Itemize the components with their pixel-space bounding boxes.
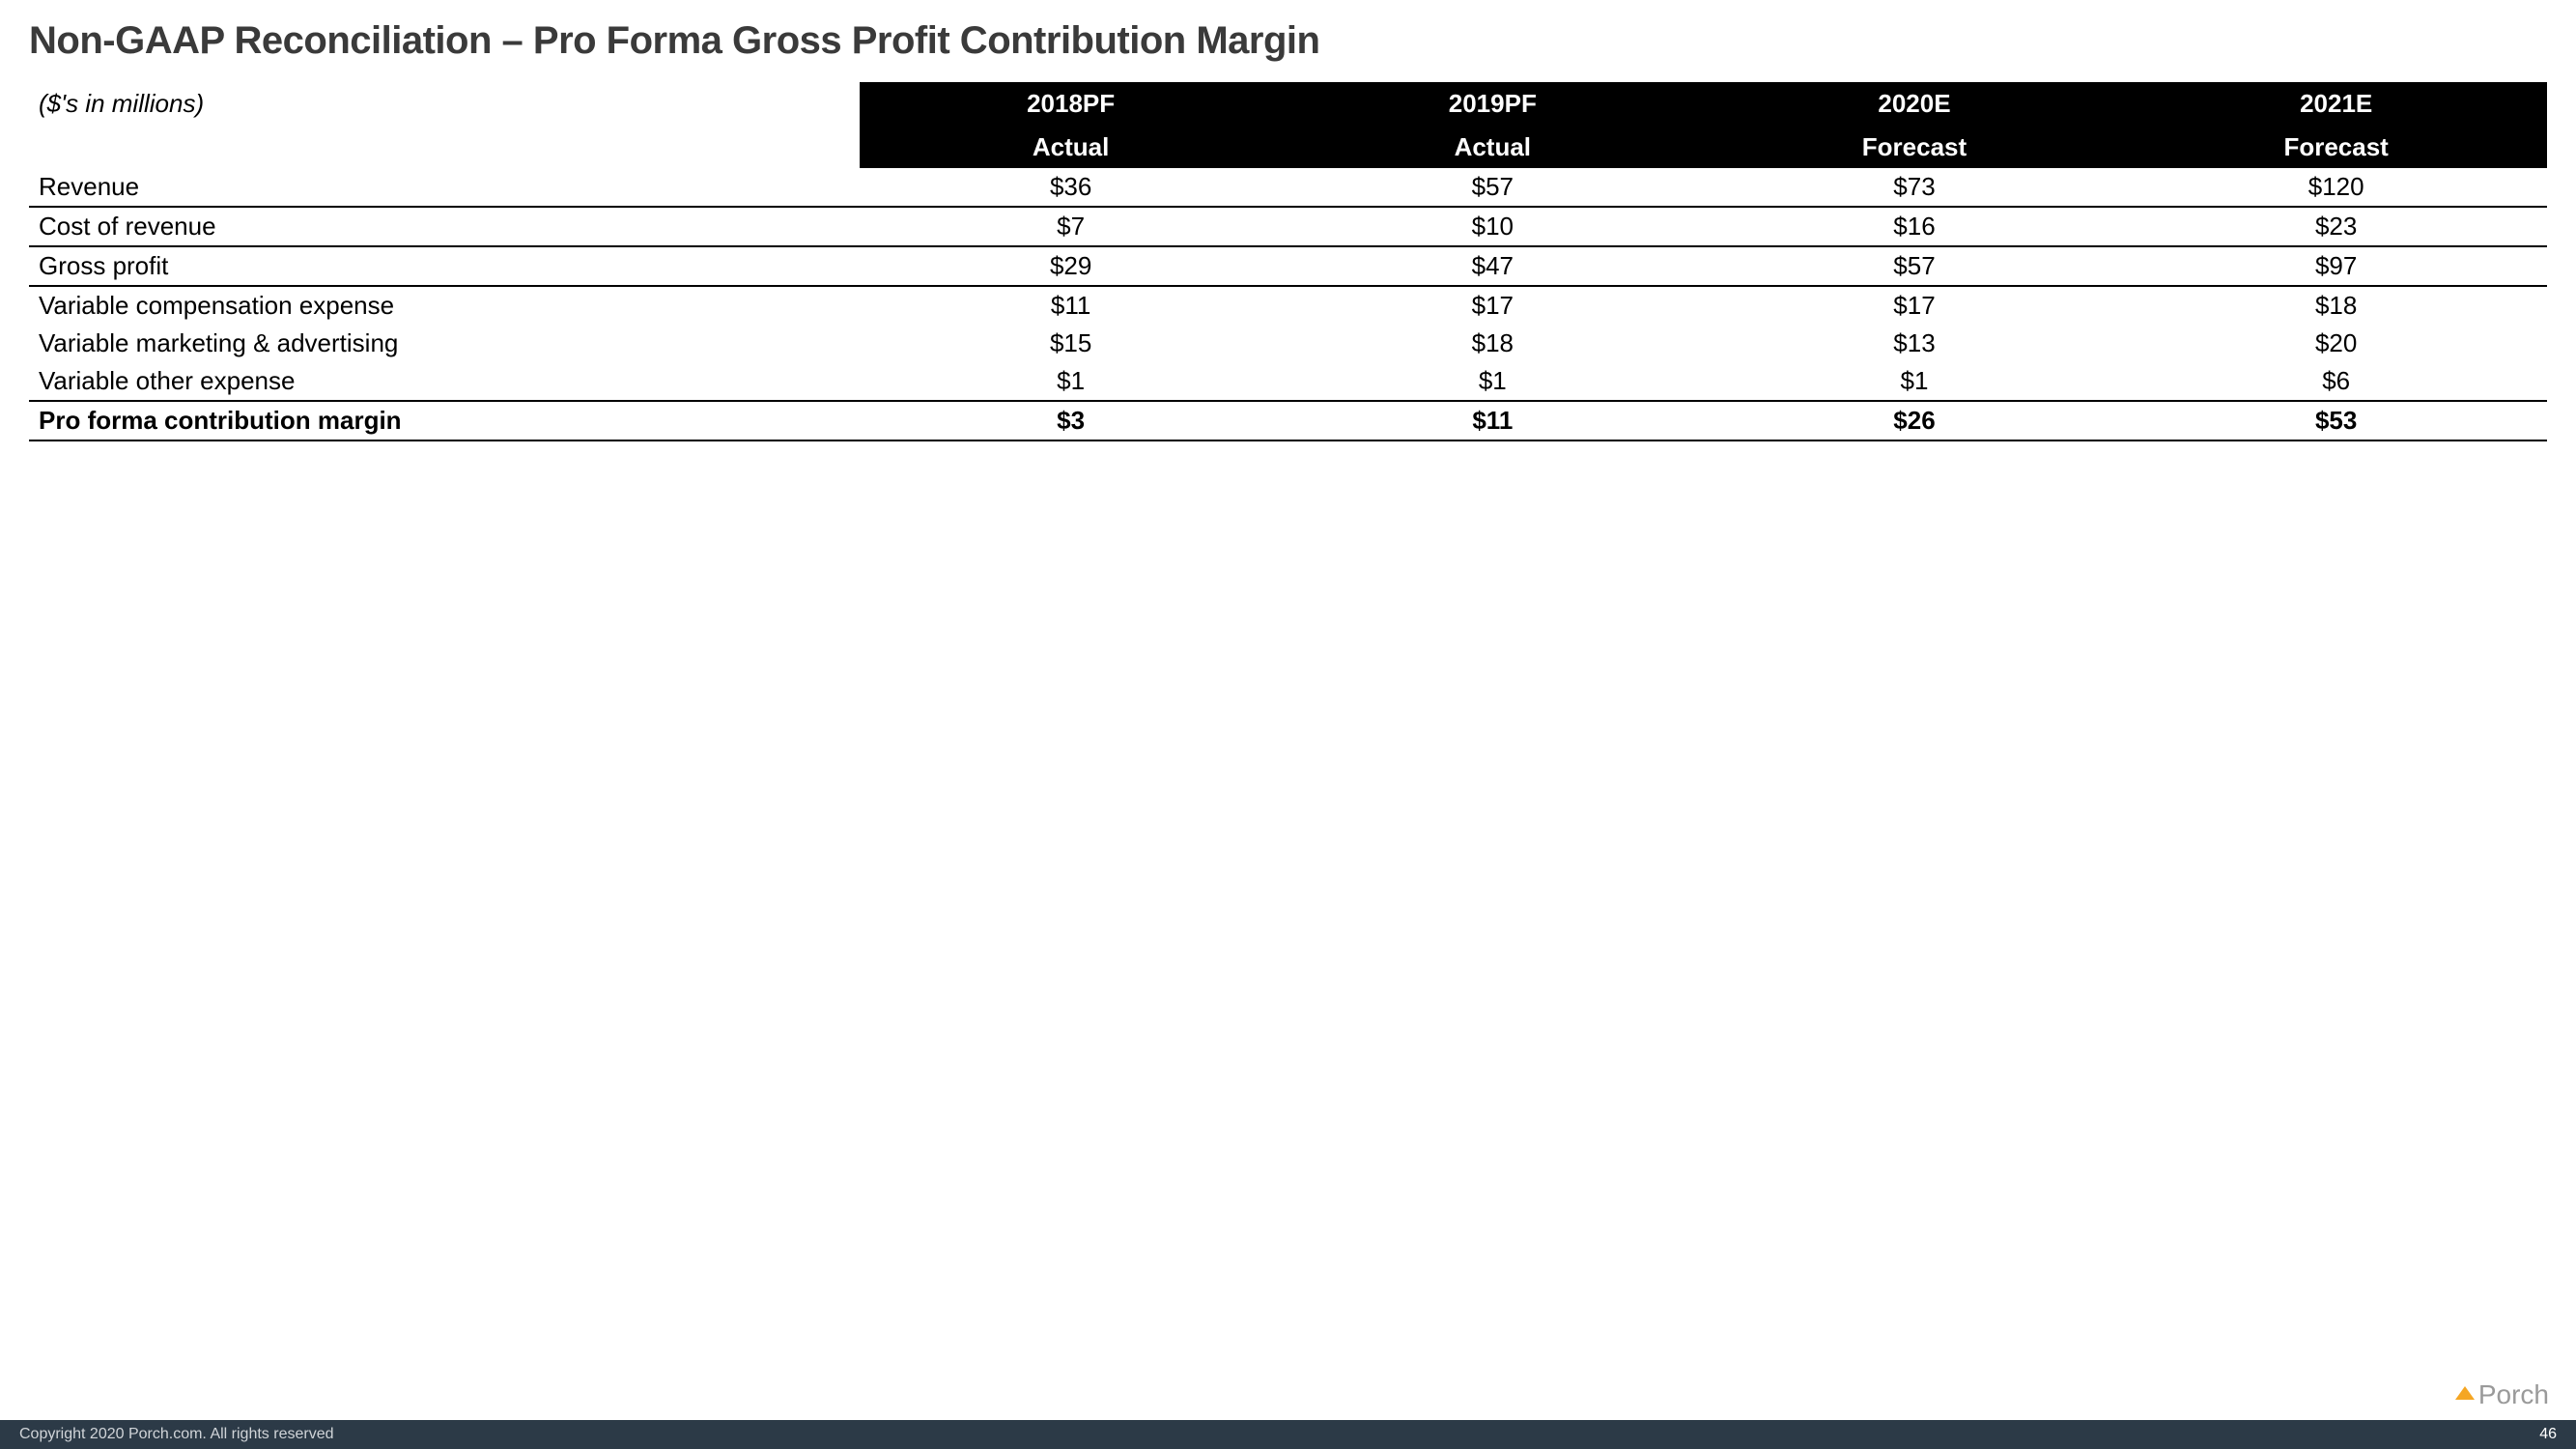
cell-value: $18 bbox=[2125, 286, 2547, 325]
col-header-year: 2020E bbox=[1704, 82, 2126, 126]
col-header-period: Actual bbox=[1282, 126, 1704, 169]
brand-logo: Porch bbox=[2455, 1379, 2549, 1410]
col-header-year: 2021E bbox=[2125, 82, 2547, 126]
cell-value: $53 bbox=[2125, 401, 2547, 440]
cell-value: $23 bbox=[2125, 207, 2547, 246]
row-label: Variable other expense bbox=[29, 362, 860, 401]
cell-value: $1 bbox=[1282, 362, 1704, 401]
cell-value: $18 bbox=[1282, 325, 1704, 362]
caret-up-icon bbox=[2455, 1386, 2475, 1400]
cell-value: $16 bbox=[1704, 207, 2126, 246]
cell-value: $20 bbox=[2125, 325, 2547, 362]
row-label: Pro forma contribution margin bbox=[29, 401, 860, 440]
copyright-text: Copyright 2020 Porch.com. All rights res… bbox=[19, 1426, 333, 1443]
table-row: Variable marketing & advertising$15$18$1… bbox=[29, 325, 2547, 362]
table-header: ($'s in millions) 2018PF 2019PF 2020E 20… bbox=[29, 82, 2547, 168]
slide-footer: Copyright 2020 Porch.com. All rights res… bbox=[0, 1420, 2576, 1449]
cell-value: $11 bbox=[860, 286, 1282, 325]
cell-value: $17 bbox=[1704, 286, 2126, 325]
table-body: Revenue$36$57$73$120Cost of revenue$7$10… bbox=[29, 168, 2547, 440]
col-header-year: 2019PF bbox=[1282, 82, 1704, 126]
col-header-year: 2018PF bbox=[860, 82, 1282, 126]
table-row: Variable compensation expense$11$17$17$1… bbox=[29, 286, 2547, 325]
table-row: Cost of revenue$7$10$16$23 bbox=[29, 207, 2547, 246]
page-title: Non-GAAP Reconciliation – Pro Forma Gros… bbox=[29, 19, 2547, 63]
row-label: Variable marketing & advertising bbox=[29, 325, 860, 362]
row-label: Gross profit bbox=[29, 246, 860, 286]
col-header-period: Actual bbox=[860, 126, 1282, 169]
cell-value: $26 bbox=[1704, 401, 2126, 440]
cell-value: $73 bbox=[1704, 168, 2126, 207]
table-row: Gross profit$29$47$57$97 bbox=[29, 246, 2547, 286]
units-label: ($'s in millions) bbox=[29, 82, 860, 168]
cell-value: $3 bbox=[860, 401, 1282, 440]
row-label: Variable compensation expense bbox=[29, 286, 860, 325]
cell-value: $120 bbox=[2125, 168, 2547, 207]
cell-value: $11 bbox=[1282, 401, 1704, 440]
cell-value: $1 bbox=[1704, 362, 2126, 401]
slide-body: Non-GAAP Reconciliation – Pro Forma Gros… bbox=[0, 0, 2576, 1420]
row-label: Cost of revenue bbox=[29, 207, 860, 246]
col-header-period: Forecast bbox=[2125, 126, 2547, 169]
table-row: Pro forma contribution margin$3$11$26$53 bbox=[29, 401, 2547, 440]
cell-value: $17 bbox=[1282, 286, 1704, 325]
cell-value: $1 bbox=[860, 362, 1282, 401]
col-header-period: Forecast bbox=[1704, 126, 2126, 169]
cell-value: $57 bbox=[1704, 246, 2126, 286]
brand-logo-text: Porch bbox=[2478, 1379, 2549, 1410]
row-label: Revenue bbox=[29, 168, 860, 207]
cell-value: $29 bbox=[860, 246, 1282, 286]
cell-value: $97 bbox=[2125, 246, 2547, 286]
cell-value: $47 bbox=[1282, 246, 1704, 286]
reconciliation-table: ($'s in millions) 2018PF 2019PF 2020E 20… bbox=[29, 82, 2547, 441]
cell-value: $7 bbox=[860, 207, 1282, 246]
table-row: Revenue$36$57$73$120 bbox=[29, 168, 2547, 207]
cell-value: $13 bbox=[1704, 325, 2126, 362]
cell-value: $10 bbox=[1282, 207, 1704, 246]
table-row: Variable other expense$1$1$1$6 bbox=[29, 362, 2547, 401]
cell-value: $36 bbox=[860, 168, 1282, 207]
cell-value: $15 bbox=[860, 325, 1282, 362]
cell-value: $57 bbox=[1282, 168, 1704, 207]
cell-value: $6 bbox=[2125, 362, 2547, 401]
page-number: 46 bbox=[2539, 1426, 2557, 1443]
